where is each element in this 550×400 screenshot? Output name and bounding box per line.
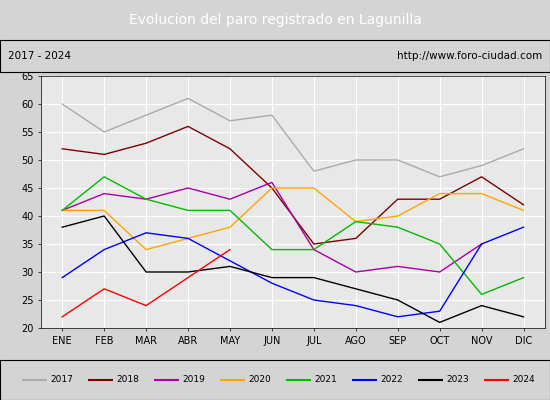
Text: 2022: 2022	[381, 376, 403, 384]
Text: 2024: 2024	[513, 376, 535, 384]
Text: 2019: 2019	[183, 376, 206, 384]
Text: 2021: 2021	[315, 376, 337, 384]
Text: 2018: 2018	[117, 376, 140, 384]
Text: 2020: 2020	[249, 376, 271, 384]
Text: Evolucion del paro registrado en Lagunilla: Evolucion del paro registrado en Lagunil…	[129, 13, 421, 27]
Text: 2017 - 2024: 2017 - 2024	[8, 51, 72, 61]
Text: http://www.foro-ciudad.com: http://www.foro-ciudad.com	[397, 51, 542, 61]
Text: 2017: 2017	[51, 376, 74, 384]
Text: 2023: 2023	[447, 376, 469, 384]
